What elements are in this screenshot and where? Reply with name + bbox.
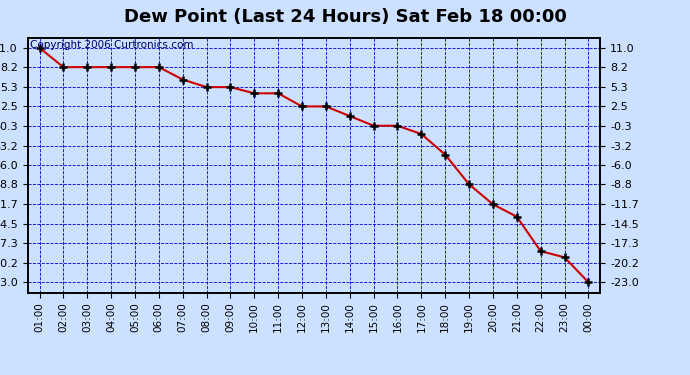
Text: Copyright 2006 Curtronics.com: Copyright 2006 Curtronics.com (30, 40, 194, 50)
Text: Dew Point (Last 24 Hours) Sat Feb 18 00:00: Dew Point (Last 24 Hours) Sat Feb 18 00:… (124, 8, 566, 26)
